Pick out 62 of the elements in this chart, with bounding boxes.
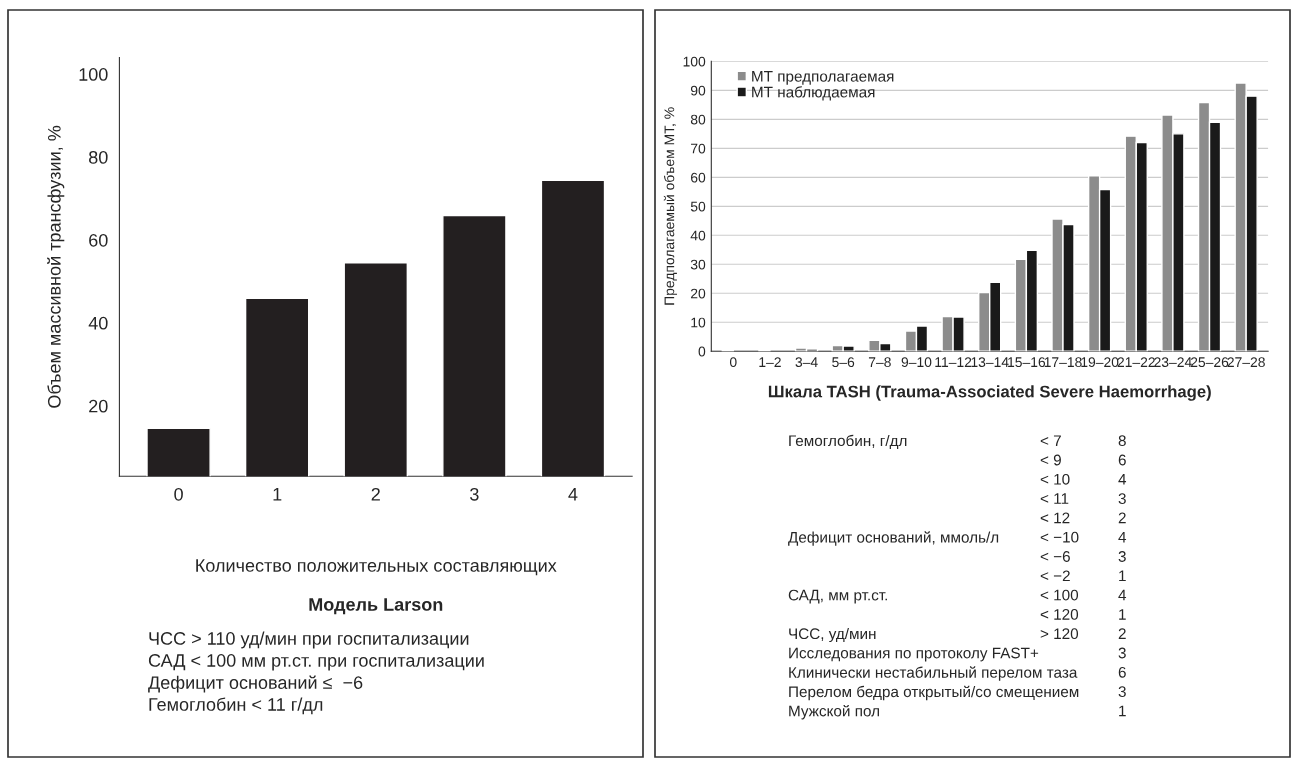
- text: Модель Larson: [309, 598, 443, 615]
- x-tick-label: 27–28: [1227, 357, 1265, 368]
- y-tick-label: 70: [691, 143, 706, 154]
- text: Исследования по протоколу FAST+ 3: [789, 647, 1126, 662]
- x-axis-title: Количество положительных составляющих: [196, 559, 557, 576]
- x-tick-label: 3–4: [795, 357, 818, 368]
- y-tick-label: 100: [683, 56, 706, 67]
- text: ЧСС > 110 уд/мин при госпитализации: [149, 631, 469, 649]
- y-tick-label: 0: [698, 346, 706, 357]
- text: Гемоглобин, г/дл < 7 8: [789, 434, 1126, 449]
- y-tick-label: 30: [690, 259, 706, 270]
- legend-label: МТ предполагаемая: [752, 71, 894, 85]
- x-tick-label: 13–14: [971, 357, 1009, 368]
- x-tick-label: 17–18: [1044, 357, 1082, 368]
- text: < −2 1: [1040, 570, 1126, 582]
- text: Перелом бедра открытый/со смещением 3: [789, 685, 1126, 701]
- y-tick-label: 100: [79, 68, 108, 81]
- x-tick-label: 11–12: [935, 357, 972, 367]
- x-tick-label: 2: [371, 487, 380, 501]
- y-tick-label: 20: [691, 288, 706, 299]
- y-tick-label: 80: [89, 150, 108, 164]
- y-axis-title: Предполагаемый объем МТ, %: [663, 107, 678, 305]
- x-tick-label: 9–10: [901, 357, 932, 368]
- x-tick-label: 0: [729, 357, 737, 368]
- text: < 12 2: [1040, 512, 1126, 524]
- x-tick-label: 1: [273, 488, 282, 501]
- x-tick-label: 15–16: [1008, 357, 1046, 368]
- y-tick-label: 40: [88, 316, 108, 330]
- x-tick-label: 23–24: [1154, 357, 1192, 368]
- text: < 120 1: [1040, 608, 1126, 620]
- x-tick-label: 5–6: [832, 357, 855, 368]
- legend-label: МТ наблюдаемая: [752, 86, 875, 101]
- y-tick-label: 90: [690, 85, 706, 96]
- x-tick-label: 19–20: [1081, 357, 1119, 368]
- text: САД < 100 мм рт.ст. при госпитализации: [148, 654, 484, 671]
- text: < 9 6: [1040, 454, 1126, 466]
- y-tick-label: 80: [690, 114, 706, 125]
- text: Мужской пол 1: [789, 704, 1126, 720]
- y-axis-title: Объем массивной трансфузии, %: [47, 125, 65, 408]
- text: Дефицит оснований, ммоль/л < −10 4: [788, 531, 1127, 546]
- x-tick-label: 1–2: [759, 357, 781, 367]
- y-tick-label: 50: [690, 201, 706, 212]
- x-tick-label: 3: [470, 487, 479, 501]
- text: ЧСС, уд/мин > 120 2: [789, 627, 1126, 643]
- text: САД, мм рт.ст. < 100 4: [788, 589, 1127, 604]
- text: < 11 3: [1040, 493, 1126, 504]
- text: < −6 3: [1040, 551, 1126, 562]
- y-tick-label: 40: [690, 230, 706, 241]
- y-tick-label: 60: [89, 233, 108, 247]
- x-tick-label: 21–22: [1117, 357, 1155, 367]
- y-tick-label: 20: [89, 399, 108, 413]
- text: Клинически нестабильный перелом таза 6: [789, 666, 1126, 681]
- text: Дефицит оснований ≤ −6: [148, 675, 363, 693]
- y-tick-label: 60: [691, 172, 706, 183]
- text: < 10 4: [1040, 473, 1127, 485]
- y-tick-label: 10: [691, 317, 706, 328]
- x-tick-label: 4: [568, 488, 578, 501]
- x-tick-label: 25–26: [1190, 357, 1229, 368]
- x-tick-label: 7–8: [868, 357, 891, 368]
- x-tick-label: 0: [174, 487, 183, 501]
- x-axis-title: Шкала TASH (Trauma-Associated Severe Haemorrhage): [768, 385, 1211, 401]
- text: Гемоглобин < 11 г/дл: [149, 697, 323, 715]
